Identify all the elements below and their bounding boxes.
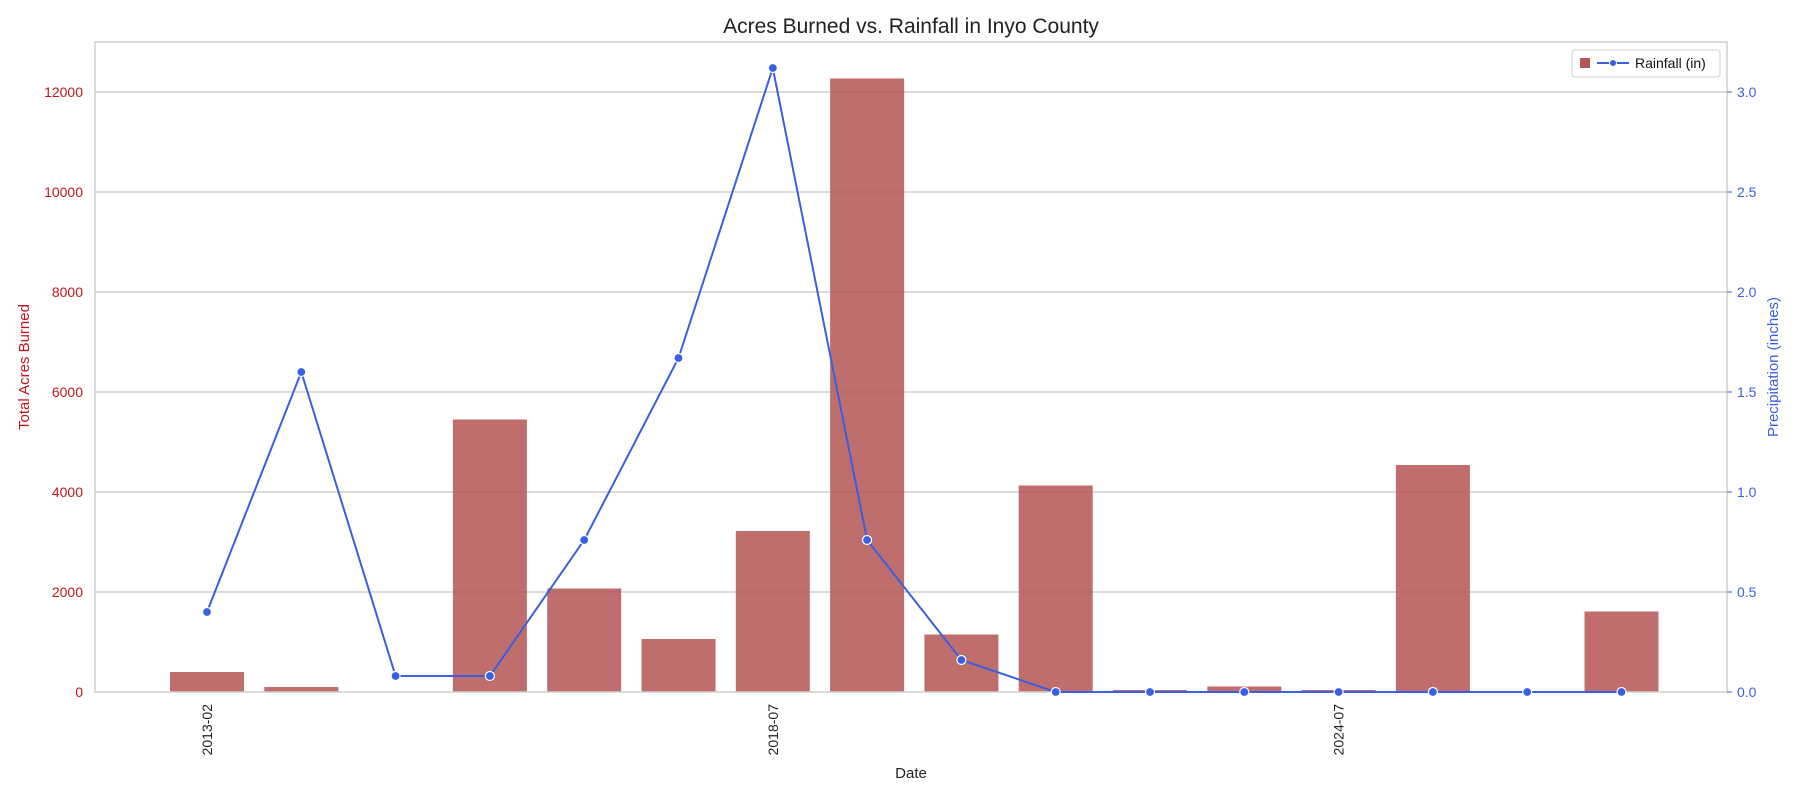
bar	[264, 687, 339, 692]
rainfall-point	[296, 366, 307, 378]
plot-frame	[94, 41, 1728, 693]
bar	[830, 78, 905, 692]
bar	[452, 419, 527, 692]
rainfall-point	[1333, 686, 1344, 698]
x-tick-label: 2024-07	[1331, 704, 1347, 756]
rainfall-point	[1616, 686, 1627, 698]
x-tick-label: 2013-02	[199, 704, 215, 756]
rainfall-point	[390, 670, 401, 682]
rainfall-point	[201, 606, 213, 618]
rainfall-point	[1050, 686, 1061, 698]
rainfall-point	[673, 352, 684, 364]
right-axis: 0.0 0.5 1.0 1.5 2.0 2.5 3.0	[1727, 84, 1757, 700]
legend: Rainfall (in)	[1571, 49, 1721, 78]
rainfall-point	[579, 534, 590, 546]
right-tick-label: 2.5	[1737, 184, 1757, 200]
left-tick-label: 0	[75, 684, 83, 700]
left-tick-label: 8000	[52, 284, 83, 300]
legend-bar-swatch	[1580, 58, 1590, 68]
rainfall-point	[1144, 686, 1156, 698]
rainfall-point	[1239, 686, 1250, 698]
chart-title: Acres Burned vs. Rainfall in Inyo County	[723, 15, 1099, 38]
bar	[1584, 611, 1659, 692]
legend-box	[1571, 49, 1721, 78]
rainfall-point	[1427, 686, 1439, 698]
x-axis: 2013-02 2018-07 2024-07	[199, 704, 1347, 756]
left-tick-label: 2000	[52, 584, 83, 600]
rainfall-point	[861, 534, 873, 546]
rainfall-point	[1522, 686, 1533, 698]
x-axis-label: Date	[895, 765, 927, 782]
left-tick-label: 6000	[52, 384, 83, 400]
rainfall-point	[484, 670, 495, 682]
left-tick-label: 4000	[52, 484, 83, 500]
rainfall-line	[206, 64, 1622, 693]
legend-label-rainfall: Rainfall (in)	[1635, 55, 1706, 71]
rainfall-point	[767, 62, 778, 74]
right-axis-label: Precipitation (inches)	[1765, 297, 1782, 437]
bar	[170, 672, 244, 692]
right-tick-label: 2.0	[1737, 284, 1757, 300]
bar	[547, 588, 622, 692]
right-tick-label: 0.5	[1737, 584, 1757, 600]
x-tick-label: 2018-07	[765, 704, 781, 756]
bar	[641, 639, 716, 692]
left-tick-label: 12000	[44, 84, 83, 100]
bar	[1395, 465, 1470, 692]
bar	[735, 531, 810, 692]
rainfall-point	[956, 654, 967, 666]
bar	[1018, 485, 1093, 692]
line-layer	[201, 62, 1627, 698]
right-tick-label: 1.5	[1737, 384, 1757, 400]
right-tick-label: 0.0	[1737, 684, 1757, 700]
right-tick-label: 3.0	[1737, 84, 1757, 100]
left-axis: 0 2000 4000 6000 8000 10000 12000	[44, 84, 83, 700]
grid-layer	[95, 91, 1727, 593]
legend-line-marker	[1609, 59, 1617, 67]
left-tick-label: 10000	[44, 184, 83, 200]
left-axis-label: Total Acres Burned	[16, 304, 33, 430]
right-tick-label: 1.0	[1737, 484, 1757, 500]
